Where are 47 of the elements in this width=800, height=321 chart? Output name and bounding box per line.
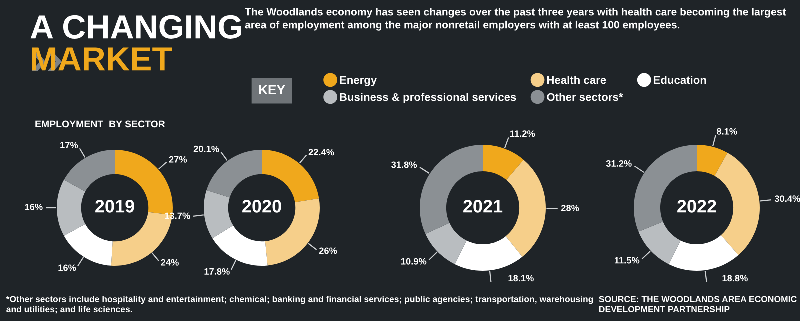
- data-label: 26%: [319, 248, 338, 254]
- data-label: 16%: [25, 204, 43, 210]
- legend-label: Business & professional services: [340, 93, 516, 104]
- data-label: 17%: [60, 142, 78, 149]
- donut-slice: [64, 224, 113, 266]
- donut-slice: [212, 226, 268, 266]
- donut-slice: [638, 222, 681, 264]
- source-note: SOURCE: THE WOODLANDS AREA ECONOMIC DEVELOPMENT PARTNERSHIP: [599, 296, 797, 312]
- data-label: 20.1%: [194, 146, 220, 152]
- text: The Woodlands economy has seen changes over the past three years with health care becoming the largest area of employment among the major nonretail employers with at least 100 employees.: [245, 8, 786, 31]
- text: 2019: [96, 200, 134, 213]
- donut-slice: [204, 190, 234, 238]
- data-label: 24%: [161, 259, 179, 266]
- legend-label: Health care: [547, 76, 606, 84]
- text: 2022: [678, 200, 716, 213]
- legend-label: Other sectors*: [547, 93, 624, 102]
- data-label: 8.1%: [716, 128, 738, 135]
- donut-slice: [64, 150, 115, 192]
- data-label: 18.8%: [722, 275, 748, 282]
- data-label: 16%: [58, 264, 76, 272]
- text: 2020: [242, 200, 282, 213]
- text: A CHANGING MARKET: [30, 15, 242, 71]
- text: 2021: [464, 200, 503, 213]
- data-label: 31.8%: [392, 162, 418, 168]
- data-label: 11.5%: [614, 257, 640, 264]
- data-label: 22.4%: [308, 149, 334, 156]
- legend-title: KEY: [259, 85, 286, 94]
- data-label: 27%: [169, 156, 188, 163]
- data-label: 10.9%: [401, 258, 427, 265]
- data-label: 31.2%: [606, 160, 632, 167]
- donut-slice: [669, 235, 739, 271]
- donut-slice: [57, 180, 86, 236]
- text: *Other sectors include hospitality and entertainment; chemical; banking and financial services; public agencies; transportation, warehousing and utilities; and life sciences.: [6, 296, 594, 314]
- donut-slice: [506, 160, 546, 258]
- data-label: 18.1%: [508, 275, 534, 282]
- donut-slice: [426, 223, 467, 264]
- legend-label: Energy: [340, 76, 378, 86]
- data-label: 11.2%: [510, 130, 536, 138]
- donut-slice: [697, 145, 728, 176]
- legend-label: Education: [654, 76, 706, 84]
- text: EMPLOYMENT BY SECTOR: [36, 120, 166, 128]
- donut-slice: [483, 145, 524, 180]
- data-label: 17.8%: [204, 268, 230, 275]
- data-label: 30.4%: [774, 196, 800, 202]
- donut-slice: [455, 236, 523, 271]
- data-label: 28%: [561, 204, 580, 212]
- donut-slice: [714, 152, 760, 256]
